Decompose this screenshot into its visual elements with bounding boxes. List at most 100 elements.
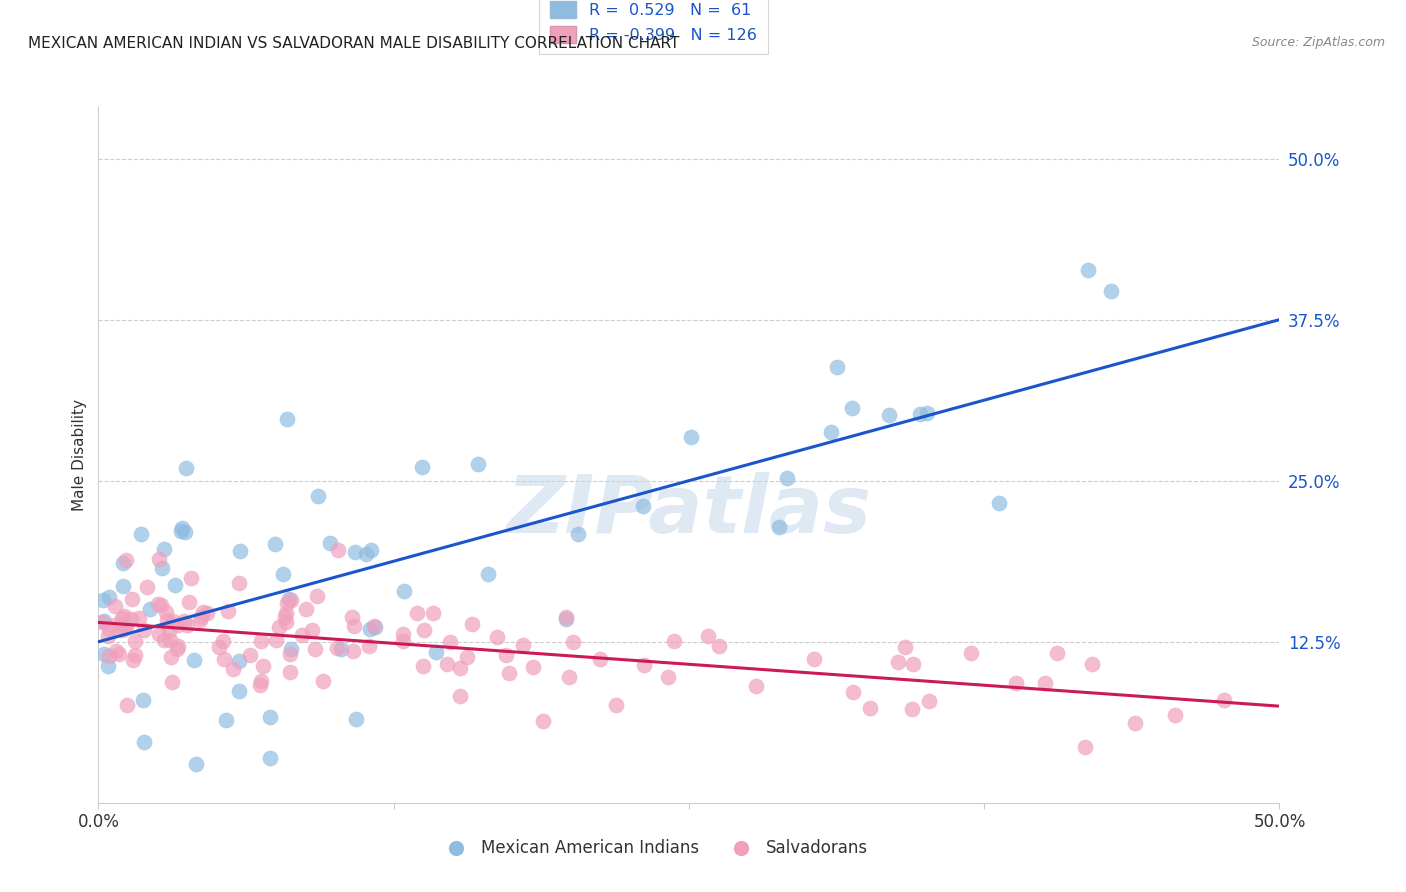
Point — [155, 605, 177, 619]
Point — [360, 623, 382, 637]
Point — [307, 489, 329, 503]
Point — [263, 537, 285, 551]
Point — [112, 622, 135, 636]
Point — [910, 407, 932, 421]
Point — [128, 611, 150, 625]
Point — [406, 606, 429, 620]
Point — [319, 536, 342, 550]
Point — [425, 645, 447, 659]
Point — [111, 611, 134, 625]
Point — [1080, 657, 1102, 672]
Point — [280, 641, 302, 656]
Point — [486, 631, 509, 645]
Point — [136, 581, 159, 595]
Point — [252, 658, 274, 673]
Point — [259, 709, 281, 723]
Point — [1005, 676, 1028, 690]
Point — [449, 690, 471, 704]
Point — [163, 577, 186, 591]
Point — [631, 500, 654, 514]
Point — [915, 406, 938, 420]
Point — [166, 639, 188, 653]
Point — [278, 647, 301, 661]
Point — [1212, 692, 1234, 706]
Point — [229, 544, 252, 558]
Point — [987, 496, 1010, 510]
Point — [1077, 263, 1099, 277]
Point — [170, 521, 193, 535]
Point — [554, 612, 576, 626]
Point — [195, 607, 218, 621]
Point — [110, 623, 132, 637]
Point — [139, 602, 162, 616]
Point — [222, 662, 245, 676]
Point — [326, 640, 349, 655]
Point — [97, 590, 120, 604]
Point — [295, 602, 318, 616]
Point — [107, 647, 129, 661]
Point — [132, 623, 155, 637]
Point — [276, 412, 298, 426]
Point — [228, 684, 250, 698]
Point — [97, 629, 120, 643]
Point — [679, 430, 702, 444]
Point — [456, 650, 478, 665]
Point — [1123, 716, 1146, 731]
Point — [363, 618, 385, 632]
Point — [190, 609, 212, 624]
Point — [132, 693, 155, 707]
Point — [312, 674, 335, 689]
Point — [1074, 740, 1097, 755]
Point — [554, 610, 576, 624]
Point — [174, 524, 197, 539]
Point — [461, 617, 484, 632]
Point — [803, 652, 825, 666]
Point — [877, 409, 900, 423]
Point — [394, 583, 416, 598]
Point — [214, 713, 236, 727]
Point — [174, 460, 197, 475]
Point — [148, 626, 170, 640]
Point — [91, 593, 114, 607]
Text: Source: ZipAtlas.com: Source: ZipAtlas.com — [1251, 36, 1385, 49]
Point — [186, 757, 208, 772]
Point — [156, 613, 179, 627]
Point — [150, 561, 173, 575]
Point — [745, 679, 768, 693]
Point — [562, 635, 585, 649]
Point — [177, 595, 200, 609]
Point — [277, 591, 299, 606]
Point — [259, 750, 281, 764]
Point — [183, 653, 205, 667]
Point — [495, 648, 517, 662]
Point — [271, 567, 294, 582]
Point — [842, 684, 865, 698]
Point — [217, 604, 239, 618]
Point — [697, 629, 720, 643]
Point — [413, 624, 436, 638]
Point — [152, 542, 174, 557]
Point — [343, 619, 366, 633]
Point — [707, 639, 730, 653]
Y-axis label: Male Disability: Male Disability — [72, 399, 87, 511]
Point — [531, 714, 554, 729]
Point — [436, 657, 458, 671]
Point — [589, 651, 612, 665]
Point — [115, 553, 138, 567]
Point — [97, 622, 120, 636]
Point — [360, 543, 382, 558]
Point — [111, 579, 134, 593]
Point — [340, 610, 363, 624]
Point — [91, 615, 114, 630]
Point — [264, 632, 287, 647]
Point — [887, 655, 910, 669]
Point — [176, 618, 198, 632]
Point — [567, 526, 589, 541]
Point — [122, 653, 145, 667]
Point — [228, 654, 250, 668]
Point — [276, 596, 298, 610]
Point — [121, 592, 143, 607]
Point — [97, 649, 120, 664]
Point — [633, 658, 655, 673]
Point — [901, 657, 924, 671]
